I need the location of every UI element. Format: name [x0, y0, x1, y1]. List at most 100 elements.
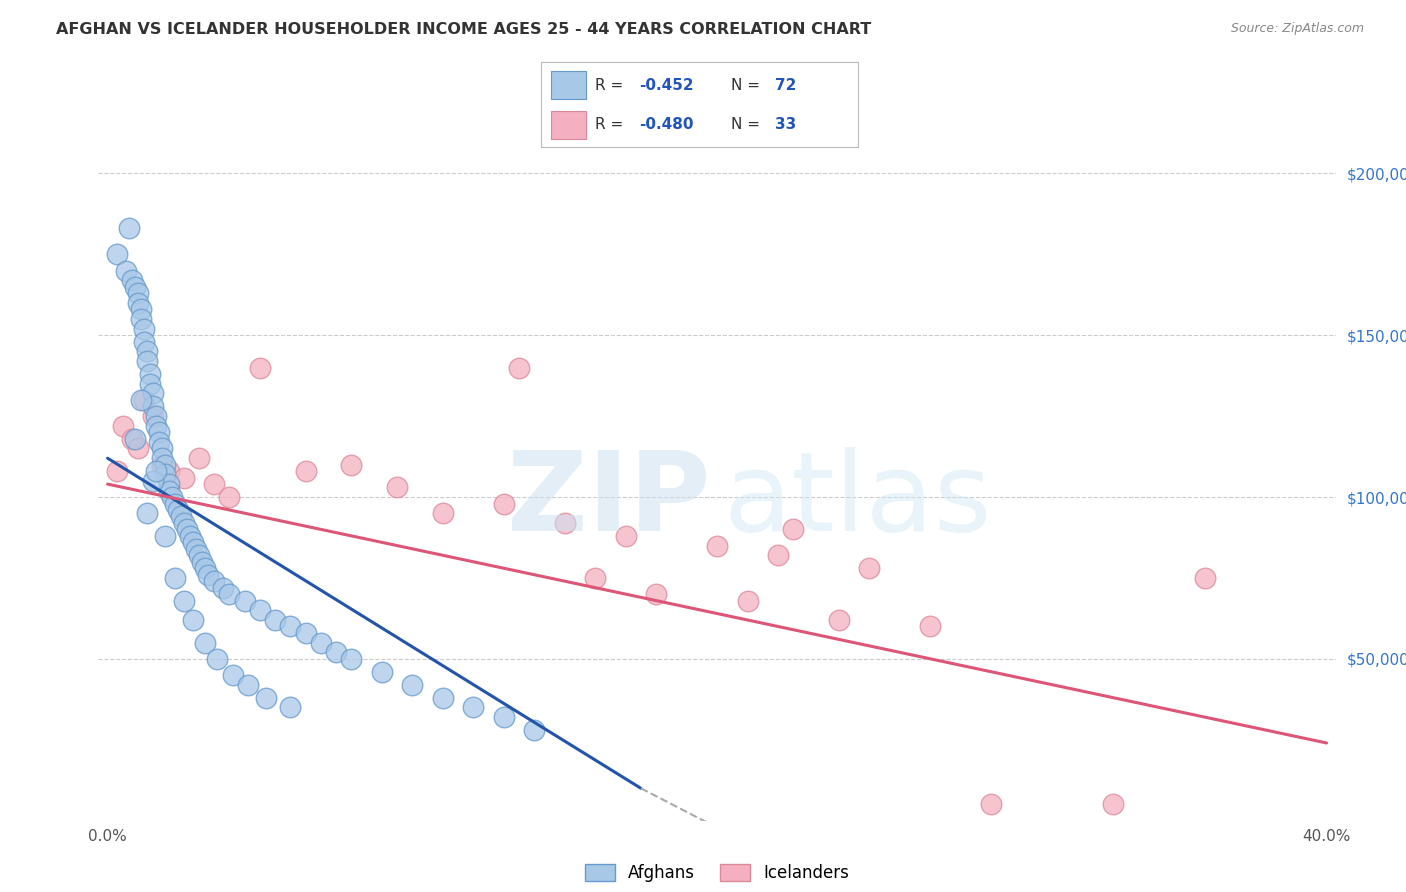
Point [194, 635, 217, 649]
Point [124, 432, 146, 446]
Point [706, 539, 728, 553]
Text: 72: 72 [776, 78, 797, 93]
Text: Source: ZipAtlas.com: Source: ZipAtlas.com [1230, 22, 1364, 36]
Legend: Afghans, Icelanders: Afghans, Icelanders [578, 857, 856, 888]
Point [828, 613, 851, 627]
Point [202, 574, 225, 589]
Point [145, 409, 167, 424]
Point [179, 529, 201, 543]
Text: N =: N = [731, 78, 765, 93]
Point [121, 273, 143, 287]
Point [492, 710, 515, 724]
Point [136, 344, 159, 359]
Point [309, 635, 332, 649]
Y-axis label: Householder Income Ages 25 - 44 years: Householder Income Ages 25 - 44 years [0, 326, 7, 619]
Point [236, 678, 259, 692]
Point [249, 360, 271, 375]
Text: R =: R = [595, 78, 628, 93]
FancyBboxPatch shape [541, 62, 858, 147]
Point [280, 619, 302, 633]
Point [523, 723, 546, 737]
Point [148, 435, 170, 450]
Point [157, 483, 180, 498]
Point [188, 549, 211, 563]
Point [105, 464, 128, 478]
Point [127, 286, 149, 301]
Point [432, 506, 454, 520]
Point [157, 464, 180, 478]
Point [115, 263, 138, 277]
Point [264, 613, 287, 627]
Point [134, 334, 156, 349]
Point [129, 392, 152, 407]
Point [145, 418, 167, 433]
Point [136, 354, 159, 368]
Point [920, 619, 942, 633]
Point [176, 522, 198, 536]
Point [207, 652, 229, 666]
Point [181, 535, 204, 549]
Text: atlas: atlas [723, 447, 991, 554]
Point [173, 593, 195, 607]
Point [188, 451, 211, 466]
Text: -0.452: -0.452 [640, 78, 695, 93]
Point [111, 418, 134, 433]
Point [170, 509, 193, 524]
Point [134, 392, 156, 407]
Point [401, 678, 423, 692]
Point [1194, 571, 1216, 585]
Text: AFGHAN VS ICELANDER HOUSEHOLDER INCOME AGES 25 - 44 YEARS CORRELATION CHART: AFGHAN VS ICELANDER HOUSEHOLDER INCOME A… [56, 22, 872, 37]
Point [163, 496, 186, 510]
Point [173, 470, 195, 484]
Point [191, 555, 214, 569]
Point [385, 480, 408, 494]
Point [340, 458, 363, 472]
Point [124, 279, 146, 293]
Point [280, 700, 302, 714]
Point [340, 652, 363, 666]
Point [197, 567, 219, 582]
Text: R =: R = [595, 117, 628, 132]
Point [155, 529, 177, 543]
Point [142, 409, 165, 424]
Text: N =: N = [731, 117, 765, 132]
Text: 33: 33 [776, 117, 797, 132]
Point [202, 477, 225, 491]
Point [160, 490, 183, 504]
Point [118, 221, 141, 235]
Point [782, 522, 804, 536]
Point [554, 516, 576, 530]
Point [508, 360, 530, 375]
Point [1102, 797, 1125, 812]
Text: -0.480: -0.480 [640, 117, 695, 132]
Point [155, 458, 177, 472]
Point [173, 516, 195, 530]
Point [134, 322, 156, 336]
Point [194, 561, 217, 575]
Point [152, 458, 174, 472]
Point [254, 690, 277, 705]
Point [136, 506, 159, 520]
Point [184, 541, 207, 556]
Point [155, 467, 177, 482]
Point [181, 613, 204, 627]
Point [166, 503, 188, 517]
Point [294, 626, 316, 640]
FancyBboxPatch shape [551, 71, 586, 99]
Point [129, 302, 152, 317]
Point [212, 581, 235, 595]
Point [157, 477, 180, 491]
Point [139, 376, 162, 391]
Point [583, 571, 606, 585]
Point [129, 312, 152, 326]
Point [221, 668, 243, 682]
Point [142, 400, 165, 414]
Point [249, 603, 271, 617]
Point [218, 490, 240, 504]
Point [492, 496, 515, 510]
Point [325, 645, 347, 659]
Point [371, 665, 394, 679]
Point [737, 593, 759, 607]
Point [233, 593, 256, 607]
Point [142, 386, 165, 401]
